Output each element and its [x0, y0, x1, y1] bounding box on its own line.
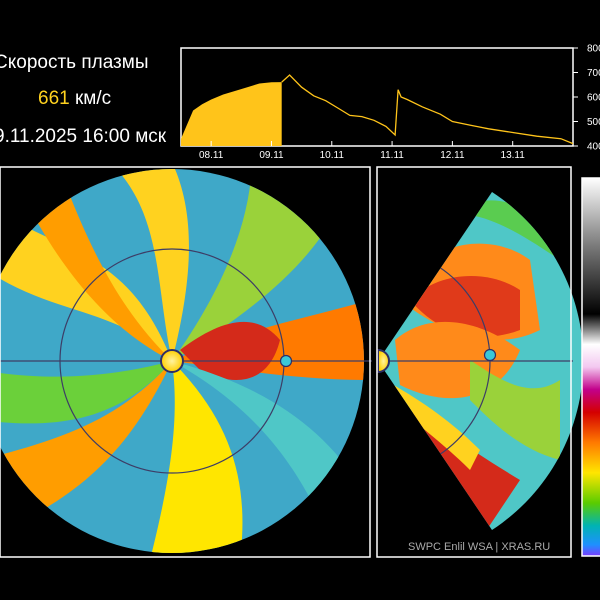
- ecliptic-plane-map: [0, 169, 372, 553]
- x-tick-label: 08.11: [199, 150, 224, 161]
- meridional-plane-map: [377, 192, 584, 530]
- meridional-panel-frame: [376, 166, 572, 558]
- speed-unit: км/с: [74, 88, 112, 109]
- credit-label: SWPC Enlil WSA | XRAS.RU: [408, 541, 551, 553]
- colorbar-gradient: [581, 177, 600, 557]
- datetime-label: 9.11.2025 16:00 мск: [0, 126, 167, 147]
- y-tick-label: 400: [587, 142, 600, 153]
- speed-readout: 661 км/с: [38, 88, 111, 110]
- x-tick-label: 09.11: [259, 150, 284, 161]
- sun-half-icon: [377, 348, 390, 374]
- y-tick-label: 800: [587, 44, 600, 55]
- chart-title: Скорость плазмы: [0, 52, 149, 73]
- ecliptic-panel-frame: [0, 166, 371, 558]
- x-tick-label: 11.11: [380, 150, 404, 161]
- y-tick-label: 500: [587, 117, 600, 128]
- x-tick-label: 10.11: [320, 150, 345, 161]
- past-speed-area: [181, 82, 282, 146]
- y-tick-group: 400 500 600 700 800: [573, 44, 600, 153]
- x-tick-label: 12.11: [440, 150, 465, 161]
- forecast-speed-line: [281, 74, 574, 145]
- y-tick-label: 700: [587, 68, 600, 79]
- earth-icon: [279, 354, 293, 368]
- x-tick-group: 08.11 09.11 10.11 11.11 12.11 13.11: [199, 141, 525, 161]
- x-tick-label: 13.11: [501, 150, 526, 161]
- sun-icon: [160, 349, 184, 373]
- y-tick-label: 600: [587, 93, 600, 104]
- earth-icon-right: [483, 348, 497, 362]
- speed-value: 661: [38, 88, 70, 109]
- speed-timeseries-chart: 08.11 09.11 10.11 11.11 12.11 13.11 400 500 600…: [180, 44, 600, 161]
- colorbar: [581, 177, 600, 557]
